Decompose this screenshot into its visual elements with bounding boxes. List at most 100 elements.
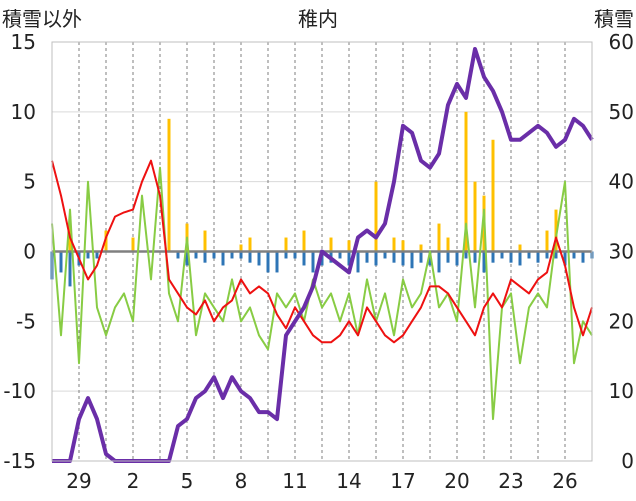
neg-bar-49 xyxy=(563,251,567,266)
y-right-tick-label: 50 xyxy=(609,100,634,124)
neg-bar-32 xyxy=(410,251,414,269)
neg-bar-31 xyxy=(401,251,405,266)
y-left-tick-label: 5 xyxy=(23,170,36,194)
x-tick-label: 20 xyxy=(444,469,469,493)
precip-bar-13 xyxy=(392,237,396,252)
neg-bar-50 xyxy=(572,251,576,259)
precip-bar-21 xyxy=(491,139,495,252)
neg-bar-5 xyxy=(95,251,99,259)
neg-bar-24 xyxy=(338,251,342,259)
neg-bar-46 xyxy=(536,251,540,263)
precip-bar-16 xyxy=(437,223,441,252)
y-right-tick-label: 20 xyxy=(609,309,634,333)
y-right-tick-label: 30 xyxy=(609,240,634,264)
neg-bar-21 xyxy=(311,251,315,273)
neg-bar-4 xyxy=(86,251,90,259)
precip-bar-15 xyxy=(419,244,423,252)
x-tick-label: 2 xyxy=(127,469,140,493)
neg-bar-28 xyxy=(374,251,378,266)
neg-bar-40 xyxy=(482,251,486,273)
x-tick-label: 26 xyxy=(552,469,577,493)
y-left-tick-label: -10 xyxy=(3,379,36,403)
neg-bar-18 xyxy=(284,251,288,259)
precip-bar-12 xyxy=(374,181,378,252)
neg-bar-27 xyxy=(365,251,369,263)
neg-bar-9 xyxy=(203,251,207,263)
precip-bar-5 xyxy=(203,230,207,252)
precipitation-bars xyxy=(68,111,558,252)
y-left-axis-title: 積雪以外 xyxy=(2,7,82,31)
y-right-axis-title: 積雪 xyxy=(594,7,634,31)
neg-bar-38 xyxy=(464,251,468,259)
neg-bar-12 xyxy=(230,251,234,259)
precip-bar-8 xyxy=(284,237,288,252)
precip-bar-1 xyxy=(104,230,108,252)
x-tick-label: 17 xyxy=(390,469,415,493)
neg-bar-20 xyxy=(302,251,306,266)
precip-bar-6 xyxy=(239,244,243,252)
precip-bar-2 xyxy=(131,237,135,252)
x-tick-label: 29 xyxy=(66,469,91,493)
neg-bar-8 xyxy=(194,251,198,259)
neg-bar-2 xyxy=(68,251,72,287)
neg-bar-25 xyxy=(347,251,351,266)
neg-bar-36 xyxy=(446,251,450,263)
y-left-tick-label: 15 xyxy=(11,30,36,54)
neg-bar-17 xyxy=(275,251,279,273)
neg-bar-43 xyxy=(509,251,513,263)
neg-bar-11 xyxy=(221,251,225,266)
precip-bar-9 xyxy=(302,230,306,252)
y-right-tick-label: 60 xyxy=(609,30,634,54)
precip-bar-10 xyxy=(329,237,333,252)
neg-bar-15 xyxy=(257,251,261,266)
neg-bar-34 xyxy=(428,251,432,266)
precip-bar-24 xyxy=(554,209,558,252)
neg-bar-1 xyxy=(59,251,63,273)
x-tick-label: 14 xyxy=(336,469,361,493)
x-tick-label: 5 xyxy=(181,469,194,493)
x-tick-label: 11 xyxy=(282,469,307,493)
neg-bar-41 xyxy=(491,251,495,263)
neg-bar-19 xyxy=(293,251,297,259)
neg-bar-14 xyxy=(248,251,252,263)
temperature-line xyxy=(51,159,593,344)
precip-bar-22 xyxy=(518,244,522,252)
precip-bar-14 xyxy=(401,240,405,252)
precip-bar-3 xyxy=(167,118,171,252)
neg-bar-48 xyxy=(554,251,558,259)
neg-bar-42 xyxy=(500,251,504,259)
precip-bar-23 xyxy=(545,230,549,252)
tick-labels: -15 -10 -5 0 5 10 15 0 10 20 30 40 50 60 29 2 5 8 11 14 17 20… xyxy=(3,30,634,493)
precip-bar-17 xyxy=(446,237,450,252)
y-right-tick-label: 0 xyxy=(621,449,634,473)
neg-bar-13 xyxy=(239,251,243,259)
neg-bar-26 xyxy=(356,251,360,273)
neg-bar-35 xyxy=(437,251,441,273)
neg-bar-7 xyxy=(185,251,189,266)
neg-bar-10 xyxy=(212,251,216,259)
x-tick-label: 23 xyxy=(498,469,523,493)
y-left-tick-label: 0 xyxy=(23,240,36,264)
plot-frame xyxy=(51,41,593,462)
chart-title: 稚内 xyxy=(298,7,338,31)
neg-bar-6 xyxy=(176,251,180,259)
neg-bar-47 xyxy=(545,251,549,259)
neg-bar-37 xyxy=(455,251,459,266)
y-left-tick-label: 10 xyxy=(11,100,36,124)
neg-bar-39 xyxy=(473,251,477,263)
y-right-tick-label: 40 xyxy=(609,170,634,194)
y-left-tick-label: -5 xyxy=(16,309,36,333)
precip-bar-7 xyxy=(248,237,252,252)
neg-bar-29 xyxy=(383,251,387,259)
neg-bar-45 xyxy=(527,251,531,259)
neg-bar-33 xyxy=(419,251,423,263)
precip-bar-19 xyxy=(473,181,477,252)
neg-bar-16 xyxy=(266,251,270,273)
y-right-tick-label: 10 xyxy=(609,379,634,403)
precip-bar-11 xyxy=(347,240,351,252)
neg-bar-51 xyxy=(581,251,585,263)
neg-bar-30 xyxy=(392,251,396,263)
x-tick-label: 8 xyxy=(235,469,248,493)
precip-bar-18 xyxy=(464,111,468,252)
